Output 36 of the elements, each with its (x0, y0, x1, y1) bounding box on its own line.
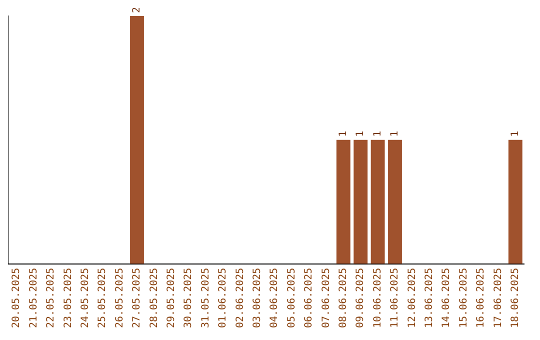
x-tick-label: 14.06.2025 (441, 268, 452, 328)
x-tick-label: 10.06.2025 (372, 268, 384, 328)
x-tick-label: 12.06.2025 (406, 268, 418, 328)
x-tick-label: 04.06.2025 (269, 268, 280, 328)
x-tick-label: 28.05.2025 (148, 268, 160, 328)
data-label: 2 (132, 6, 143, 13)
x-tick-label: 20.05.2025 (11, 268, 22, 328)
x-tick-label: 30.05.2025 (183, 268, 194, 328)
x-tick-label: 27.05.2025 (132, 268, 143, 328)
x-tick-label: 03.06.2025 (252, 268, 263, 328)
x-tick-label: 01.06.2025 (218, 268, 229, 328)
x-tick-label: 11.06.2025 (390, 268, 401, 328)
x-tick-label: 26.05.2025 (114, 268, 126, 328)
data-label: 1 (372, 130, 384, 137)
data-label: 1 (510, 130, 521, 137)
x-tick-label: 25.05.2025 (97, 268, 108, 328)
x-tick-label: 09.06.2025 (355, 268, 366, 328)
x-tick-label: 02.06.2025 (234, 268, 246, 328)
x-tick-label: 24.05.2025 (80, 268, 91, 328)
x-tick-label: 21.05.2025 (28, 268, 40, 328)
x-tick-label: 08.06.2025 (338, 268, 349, 328)
x-tick-label: 13.06.2025 (424, 268, 435, 328)
x-tick-label: 07.06.2025 (320, 268, 332, 328)
data-label: 1 (338, 130, 349, 137)
x-tick-label: 18.06.2025 (510, 268, 521, 328)
x-tick-label: 17.06.2025 (492, 268, 504, 328)
x-tick-label: 05.06.2025 (286, 268, 298, 328)
x-tick-label: 15.06.2025 (458, 268, 470, 328)
x-tick-label: 31.05.2025 (200, 268, 212, 328)
x-tick-label: 16.06.2025 (476, 268, 487, 328)
x-tick-label: 06.06.2025 (304, 268, 315, 328)
data-label: 1 (355, 130, 366, 137)
x-tick-label: 23.05.2025 (62, 268, 74, 328)
x-tick-label: 22.05.2025 (46, 268, 57, 328)
x-tick-label: 29.05.2025 (166, 268, 177, 328)
data-label: 1 (390, 130, 401, 137)
